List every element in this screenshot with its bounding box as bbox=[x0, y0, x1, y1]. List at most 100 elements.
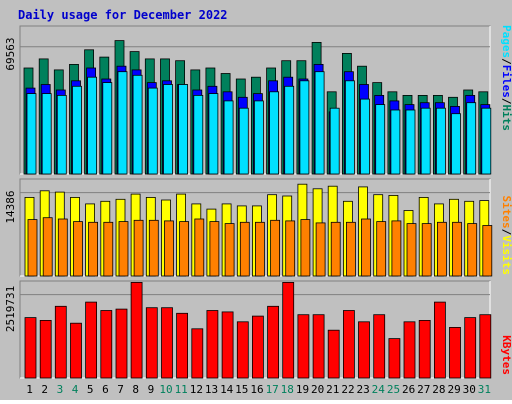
bar-sites-day-15 bbox=[239, 221, 250, 277]
legend-kbytes: KBytes bbox=[500, 335, 512, 375]
bar-kbytes-day-20 bbox=[312, 314, 325, 379]
x-tick-label-day-23: 23 bbox=[356, 383, 369, 396]
bar-pages-day-6 bbox=[102, 82, 113, 175]
bar-sites-day-21 bbox=[330, 221, 341, 277]
bar-kbytes-day-18 bbox=[282, 281, 295, 379]
bar-kbytes-day-9 bbox=[145, 307, 158, 379]
bar-sites-day-7 bbox=[118, 221, 129, 277]
bar-kbytes-day-14 bbox=[221, 311, 234, 379]
bar-kbytes-day-19 bbox=[297, 314, 310, 379]
y-tick-label: 14386 bbox=[4, 190, 17, 223]
bar-sites-day-12 bbox=[194, 218, 205, 277]
y-tick-label: 69563 bbox=[4, 37, 17, 70]
bar-sites-day-16 bbox=[254, 221, 265, 277]
bar-pages-day-27 bbox=[420, 107, 431, 175]
bar-pages-day-3 bbox=[56, 95, 67, 175]
bar-pages-day-29 bbox=[451, 113, 461, 175]
bar-sites-day-19 bbox=[300, 219, 311, 277]
bar-pages-day-17 bbox=[269, 91, 280, 175]
bar-pages-day-7 bbox=[117, 71, 128, 175]
bar-pages-day-24 bbox=[375, 104, 386, 175]
legend-separator: / bbox=[500, 98, 512, 105]
bar-pages-day-14 bbox=[223, 100, 234, 175]
x-tick-label-day-13: 13 bbox=[205, 383, 218, 396]
bar-kbytes-day-21 bbox=[327, 329, 340, 379]
bar-kbytes-day-23 bbox=[358, 321, 370, 379]
bar-sites-day-10 bbox=[164, 220, 174, 277]
chart-title: Daily usage for December 2022 bbox=[18, 8, 228, 22]
bar-kbytes-day-3 bbox=[54, 305, 67, 379]
bar-kbytes-day-2 bbox=[39, 319, 52, 379]
legend-sites: Sites bbox=[500, 196, 512, 229]
bar-sites-day-24 bbox=[376, 221, 387, 277]
x-tick-label-day-19: 19 bbox=[296, 383, 309, 396]
bar-kbytes-day-4 bbox=[70, 322, 82, 379]
bar-kbytes-day-24 bbox=[373, 314, 386, 379]
bar-sites-day-14 bbox=[224, 223, 235, 277]
x-tick-label-day-15: 15 bbox=[235, 383, 248, 396]
bar-sites-day-8 bbox=[133, 219, 144, 277]
bar-pages-day-13 bbox=[208, 93, 219, 175]
bar-kbytes-day-16 bbox=[251, 315, 264, 379]
x-tick-label-day-21: 21 bbox=[326, 383, 339, 396]
bar-kbytes-day-12 bbox=[191, 328, 204, 379]
bar-pages-day-26 bbox=[405, 109, 416, 175]
bar-pages-day-2 bbox=[41, 93, 52, 175]
legend-top: Pages/Files/Hits bbox=[500, 25, 512, 131]
x-tick-label-day-31: 31 bbox=[478, 383, 491, 396]
x-tick-label-day-18: 18 bbox=[281, 383, 294, 396]
legend-hits: Hits bbox=[500, 105, 512, 132]
bar-kbytes-day-30 bbox=[464, 317, 477, 379]
bar-pages-day-23 bbox=[360, 98, 370, 175]
panel-middle: 14386 bbox=[4, 178, 493, 277]
bar-kbytes-day-26 bbox=[403, 321, 416, 379]
bar-sites-day-4 bbox=[73, 221, 83, 277]
x-tick-label-day-8: 8 bbox=[132, 383, 139, 396]
bar-kbytes-day-29 bbox=[449, 326, 461, 379]
bar-pages-day-28 bbox=[435, 107, 446, 175]
bar-pages-day-18 bbox=[284, 85, 295, 175]
x-tick-label-day-30: 30 bbox=[463, 383, 476, 396]
bar-sites-day-22 bbox=[345, 221, 356, 277]
bar-sites-day-20 bbox=[315, 222, 326, 277]
bar-pages-day-30 bbox=[466, 102, 477, 175]
bar-sites-day-9 bbox=[148, 219, 159, 277]
x-tick-label-day-2: 2 bbox=[41, 383, 48, 396]
legend-visits: Visits bbox=[500, 235, 512, 275]
bar-kbytes-day-13 bbox=[206, 310, 219, 379]
x-tick-label-day-26: 26 bbox=[402, 383, 415, 396]
panel-top: 69563 bbox=[4, 25, 492, 175]
bar-pages-day-8 bbox=[132, 74, 143, 175]
bar-kbytes-day-7 bbox=[115, 308, 128, 379]
bar-sites-day-1 bbox=[27, 219, 38, 277]
bar-sites-day-17 bbox=[270, 219, 281, 277]
x-tick-label-day-29: 29 bbox=[447, 383, 460, 396]
x-tick-label-day-1: 1 bbox=[26, 383, 33, 396]
x-tick-label-day-5: 5 bbox=[87, 383, 94, 396]
legend-middle: Sites/Visits bbox=[500, 196, 512, 276]
x-tick-label-day-12: 12 bbox=[190, 383, 203, 396]
bar-pages-day-22 bbox=[344, 80, 355, 175]
bar-kbytes-day-6 bbox=[100, 310, 113, 379]
panel-bottom: 2519731 bbox=[4, 280, 492, 379]
bar-sites-day-3 bbox=[57, 218, 68, 277]
bar-sites-day-25 bbox=[391, 220, 402, 277]
bar-pages-day-21 bbox=[329, 107, 340, 175]
x-tick-label-day-9: 9 bbox=[148, 383, 155, 396]
legend-files: Files bbox=[500, 65, 512, 98]
bar-kbytes-day-27 bbox=[418, 319, 431, 379]
x-tick-label-day-27: 27 bbox=[417, 383, 430, 396]
bar-pages-day-31 bbox=[481, 107, 492, 175]
legend-separator: / bbox=[500, 58, 512, 65]
bar-pages-day-16 bbox=[253, 100, 264, 175]
bar-pages-day-4 bbox=[72, 85, 82, 175]
bar-sites-day-6 bbox=[103, 221, 114, 277]
bar-sites-day-13 bbox=[209, 221, 220, 277]
legend-separator: / bbox=[500, 229, 512, 236]
bar-sites-day-11 bbox=[179, 221, 190, 277]
bar-pages-day-9 bbox=[147, 87, 158, 175]
x-tick-label-day-24: 24 bbox=[372, 383, 386, 396]
x-tick-label-day-7: 7 bbox=[117, 383, 124, 396]
bar-sites-day-29 bbox=[452, 221, 462, 277]
